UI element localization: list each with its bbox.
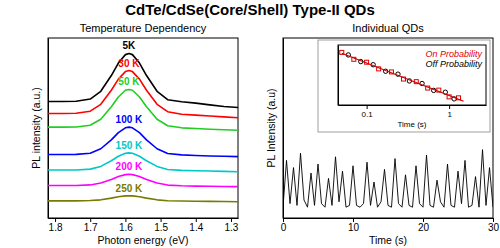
x-tick: 1.6 xyxy=(119,218,133,233)
chart-title: Individual QDs xyxy=(352,22,424,34)
y-axis-line xyxy=(48,39,49,219)
x-tick: 30 xyxy=(488,218,500,233)
x-tick-label: 1.5 xyxy=(154,222,168,233)
x-axis-title: Time (s) xyxy=(397,120,426,129)
series-line xyxy=(48,196,238,202)
series-label: 50 K xyxy=(118,76,140,87)
series-line xyxy=(48,174,238,186)
x-tick: 0.1 xyxy=(362,105,374,119)
y-axis xyxy=(338,46,339,106)
x-tick-label: 0.1 xyxy=(362,110,374,119)
series-line xyxy=(48,53,238,107)
x-tick: 1.8 xyxy=(49,218,63,233)
series-line xyxy=(48,127,238,156)
series-line xyxy=(48,153,238,172)
x-axis-line xyxy=(339,105,487,106)
plot-marks xyxy=(283,150,493,208)
x-tick: 1.5 xyxy=(154,218,168,233)
x-tick-label: 1 xyxy=(447,110,452,119)
chart: 0.11Time (s)On ProbabilityOff Probabilit… xyxy=(318,40,490,132)
x-tick-label: 0 xyxy=(281,222,287,233)
x-axis: 1.8 1.7 1.6 1.5 1.4 1.3 xyxy=(49,218,239,233)
y-axis-line xyxy=(338,46,339,106)
series-label: 250 K xyxy=(116,183,143,194)
chart-title: Temperature Dependency xyxy=(80,22,207,34)
inset-box xyxy=(318,40,490,132)
x-axis: 0 10 20 30 xyxy=(281,218,500,233)
series-label: 30 K xyxy=(118,58,140,69)
chart: 0 10 20 30 Individual QDs Time (s) PL Intensit… xyxy=(265,22,499,246)
x-tick-label: 30 xyxy=(488,222,500,233)
figure-svg: CdTe/CdSe(Core/Shell) Type-II QDs1.81.71… xyxy=(0,0,500,248)
x-tick: 0 xyxy=(281,218,287,233)
series-line xyxy=(283,150,493,208)
series-line xyxy=(48,71,238,118)
y-axis-title: PL Intensity (a.u) xyxy=(265,89,277,168)
x-tick-label: 10 xyxy=(348,222,360,233)
series-labels: 5K 30 K 50 K 100 K 150 K 200 K 250 K xyxy=(116,40,143,193)
x-axis-title: Photon energy (eV) xyxy=(97,234,188,246)
x-axis-line xyxy=(49,218,239,219)
x-tick-label: 20 xyxy=(418,222,430,233)
plot-frame xyxy=(283,38,493,218)
x-tick: 1.4 xyxy=(189,218,203,233)
series-line xyxy=(48,89,238,130)
series-label: 100 K xyxy=(116,114,143,125)
x-axis-line xyxy=(284,218,494,219)
x-tick-mark xyxy=(367,105,368,109)
x-tick: 10 xyxy=(348,218,360,233)
y-axis-title: PL intensity (a.u.) xyxy=(30,87,42,168)
x-tick-label: 1.3 xyxy=(225,222,239,233)
figure-title: CdTe/CdSe(Core/Shell) Type-II QDs xyxy=(125,1,374,18)
series-label: 150 K xyxy=(116,140,143,151)
x-tick-label: 1.7 xyxy=(84,222,98,233)
legend-entry: Off Probability xyxy=(425,59,482,69)
figure: CdTe/CdSe(Core/Shell) Type-II QDs1.81.71… xyxy=(0,0,500,248)
x-axis: 0.11 xyxy=(339,105,487,119)
x-tick: 20 xyxy=(418,218,430,233)
x-tick-label: 1.6 xyxy=(119,222,133,233)
plot-marks xyxy=(48,53,238,201)
chart: 1.8 1.7 1.6 1.5 1.4 1.3 Temperature Dependency… xyxy=(30,22,239,246)
plot-frame xyxy=(48,38,238,218)
x-tick: 1 xyxy=(447,105,452,119)
x-tick: 1.3 xyxy=(225,218,239,233)
series-label: 200 K xyxy=(116,161,143,172)
x-axis-title: Time (s) xyxy=(369,234,407,246)
x-tick-label: 1.8 xyxy=(49,222,63,233)
x-tick-mark xyxy=(449,105,450,109)
plot-frame xyxy=(338,45,486,105)
y-axis xyxy=(48,39,49,219)
series-label: 5K xyxy=(123,40,137,51)
x-tick: 1.7 xyxy=(84,218,98,233)
x-tick-label: 1.4 xyxy=(189,222,203,233)
legend-entry: On Probability xyxy=(425,49,482,59)
legend: On ProbabilityOff Probability xyxy=(425,49,482,69)
